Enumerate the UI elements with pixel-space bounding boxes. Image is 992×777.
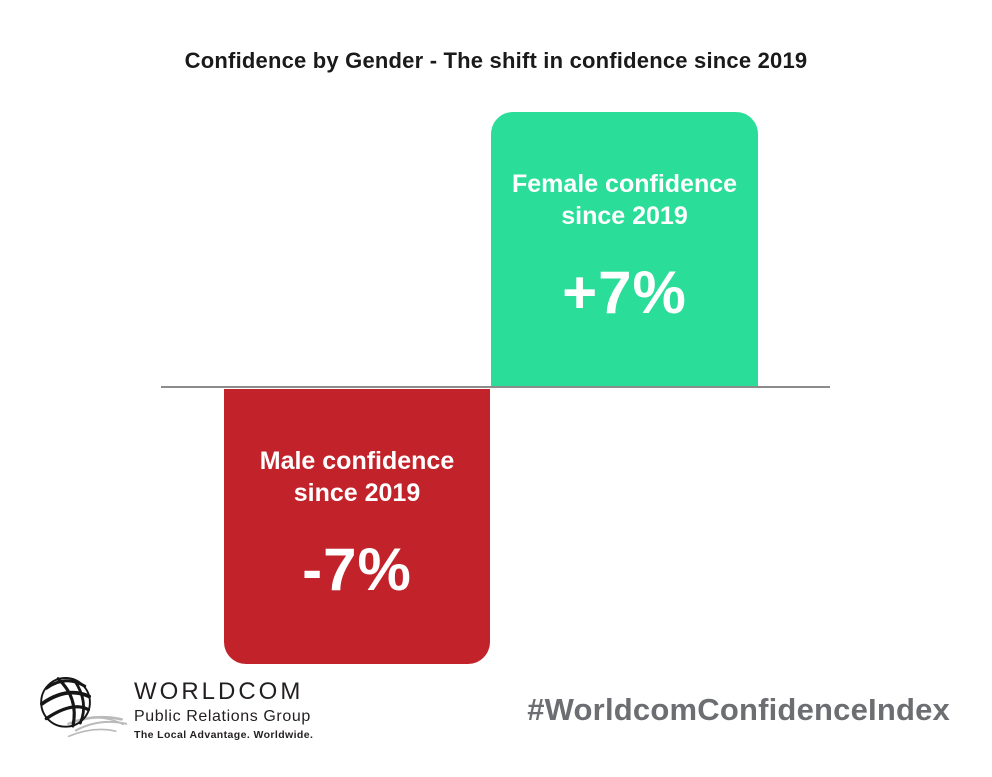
bar-male-label-line1: Male confidence: [259, 447, 455, 475]
bar-female-value: +7%: [562, 259, 687, 326]
hashtag-worldcom-confidence-index: #WorldcomConfidenceIndex: [527, 692, 950, 727]
bar-male-label: Male confidence since 2019: [260, 445, 455, 509]
chart-title: Confidence by Gender - The shift in conf…: [184, 48, 808, 73]
bar-male-value: -7%: [302, 536, 412, 603]
globe-sketch-icon: [36, 668, 132, 750]
zero-baseline: [161, 386, 830, 388]
bar-male-confidence: Male confidence since 2019 -7%: [224, 389, 490, 664]
bar-female-label: Female confidence since 2019: [512, 168, 737, 232]
worldcom-logo-text: WORLDCOM Public Relations Group The Loca…: [134, 678, 313, 741]
worldcom-logo: WORLDCOM Public Relations Group The Loca…: [36, 668, 313, 750]
logo-subtitle: Public Relations Group: [134, 707, 311, 725]
bar-female-label-line1: Female confidence: [511, 170, 738, 198]
bar-male-label-line2: since 2019: [293, 479, 421, 507]
logo-org-name: WORLDCOM: [134, 677, 304, 705]
logo-tagline: The Local Advantage. Worldwide.: [134, 728, 314, 741]
bar-female-confidence: Female confidence since 2019 +7%: [491, 112, 758, 386]
bar-female-label-line2: since 2019: [561, 202, 688, 230]
